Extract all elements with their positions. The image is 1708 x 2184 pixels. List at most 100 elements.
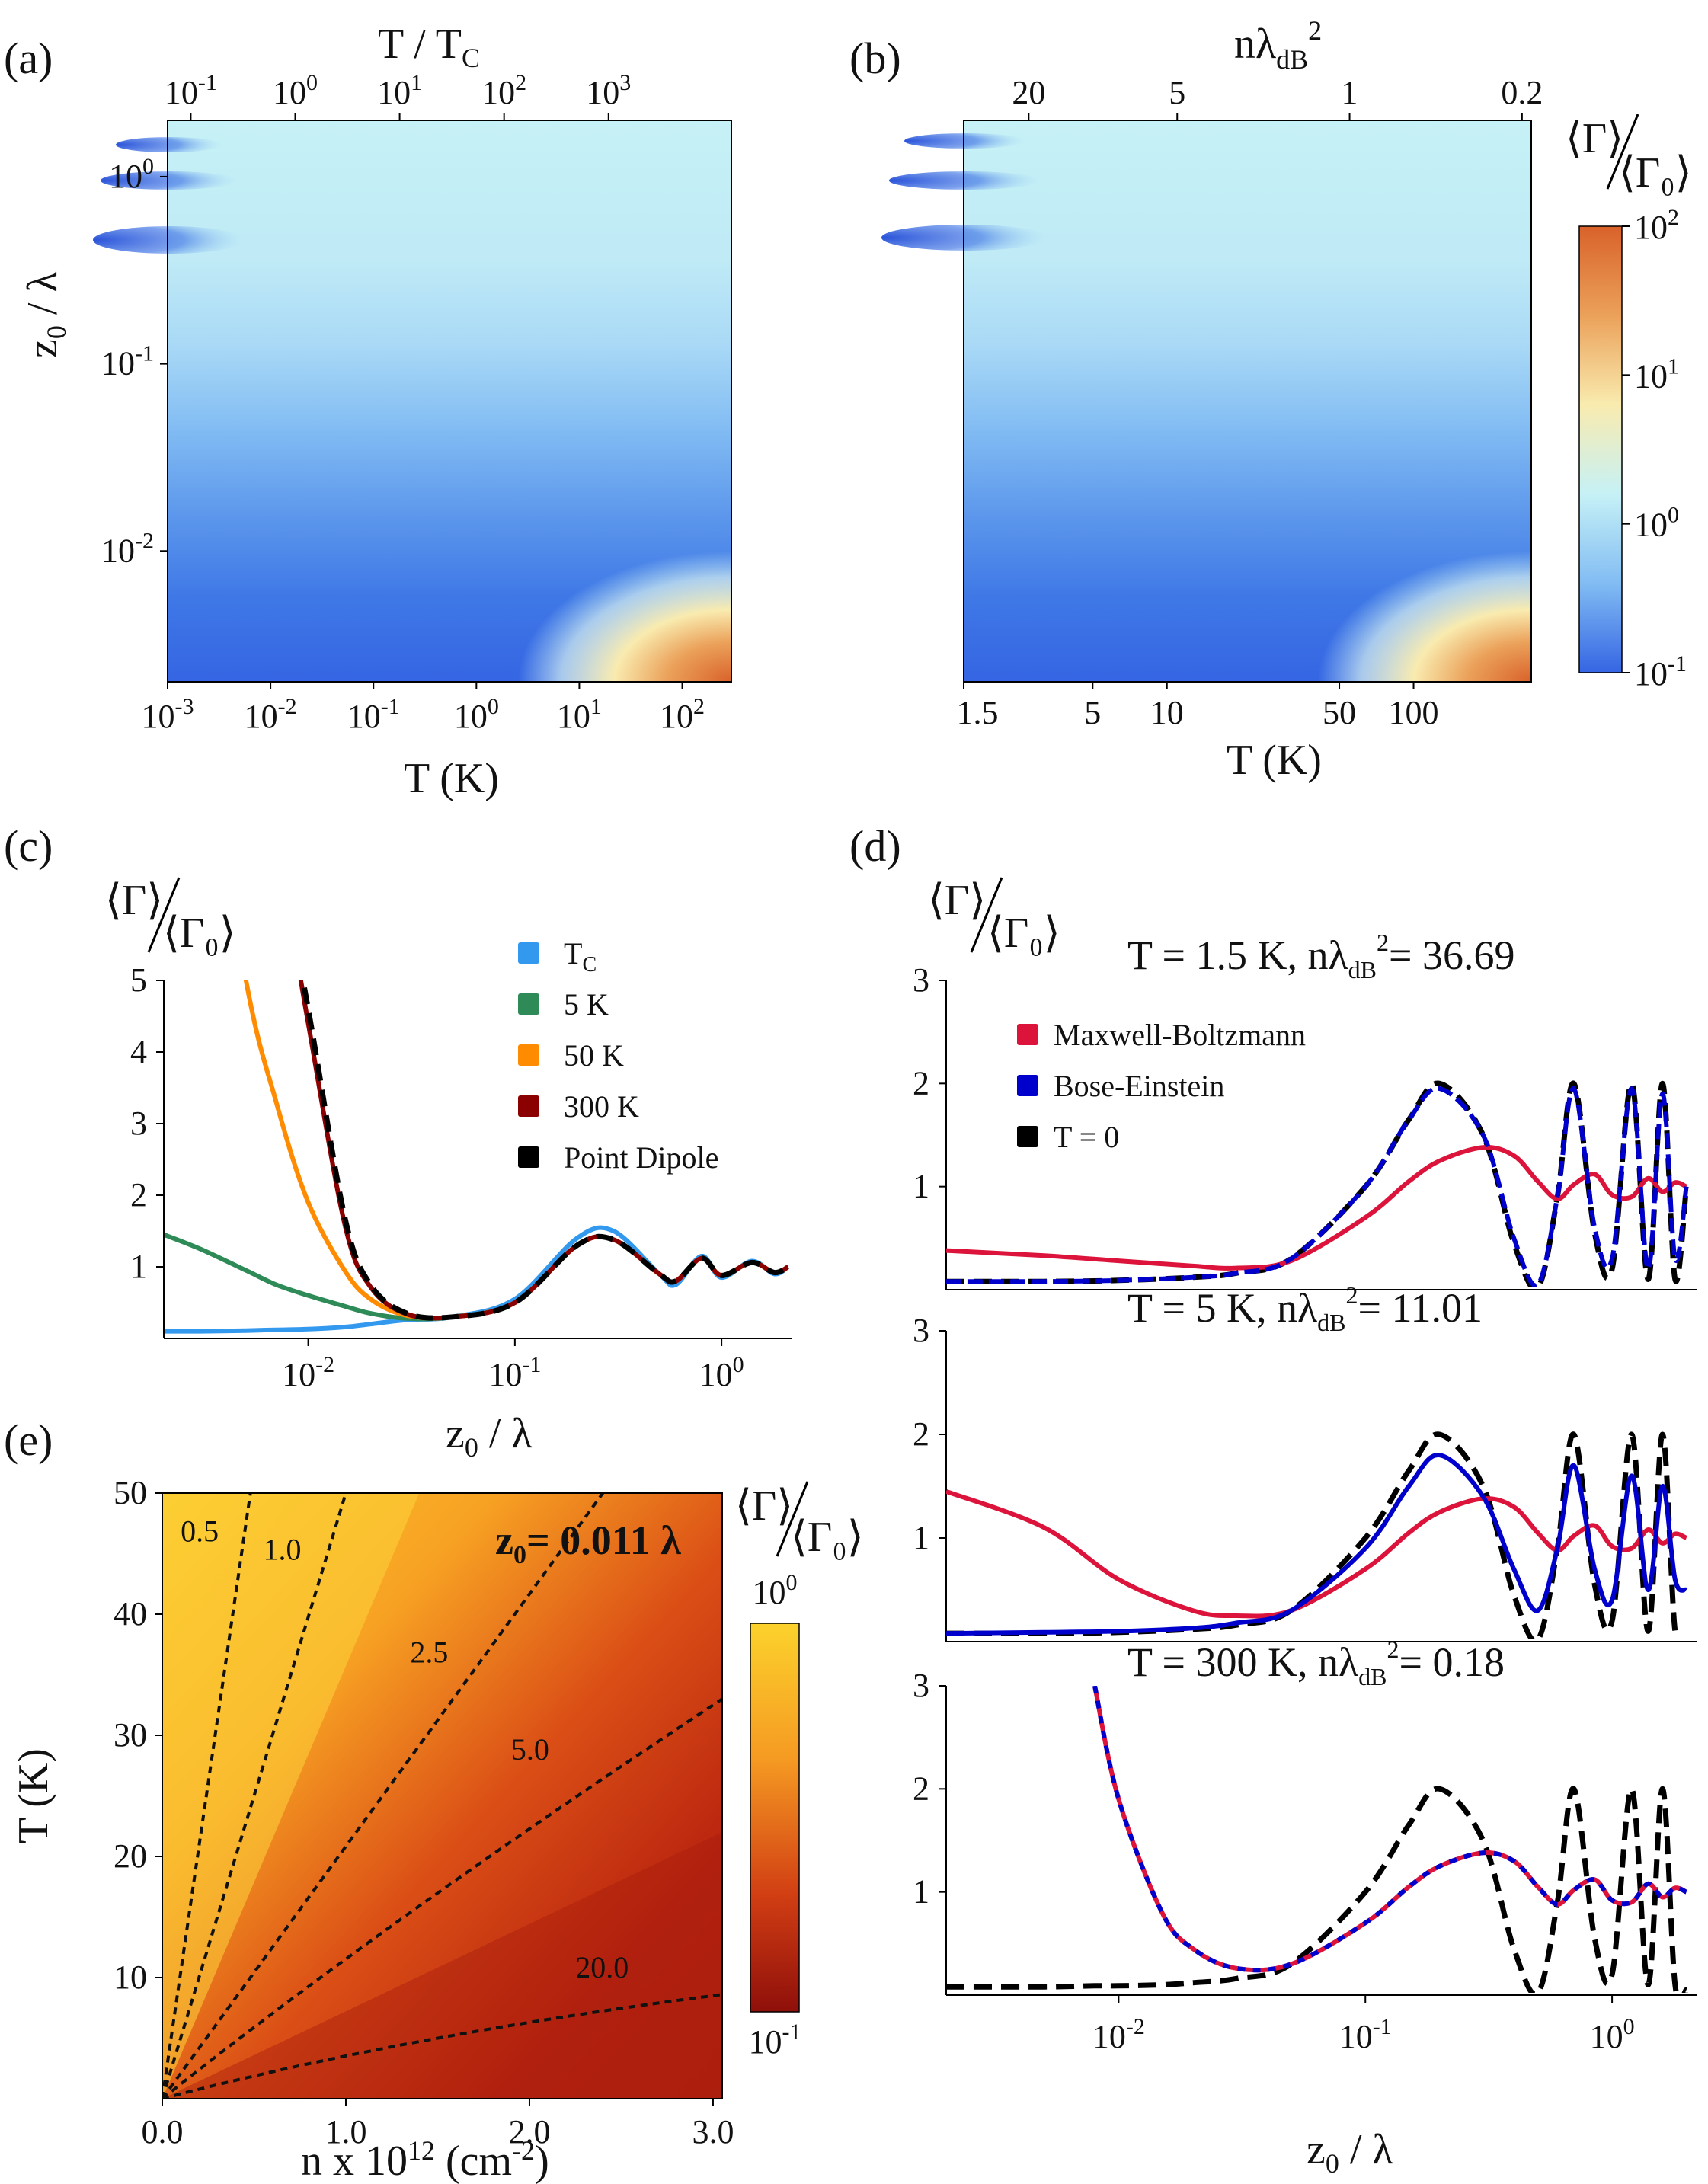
contour-label: 5.0 — [511, 1732, 549, 1767]
tick-label: 1 — [1342, 74, 1358, 111]
tick-label: 102 — [660, 694, 705, 735]
panel-d-ylabel-denominator: ⟨Γ₀⟩ — [987, 910, 1060, 957]
panel-b-colorbar: ⟨Γ⟩ ⟨Γ₀⟩ 102 101 100 10-1 — [1566, 114, 1692, 692]
panel-e: (e) 0.5 1.0 2.5 5.0 20.0 z0= 0.011 λ 50 40 30 2… — [4, 1415, 864, 2184]
colorbar-tick-label: 10-1 — [1634, 651, 1687, 692]
tick-label: 103 — [586, 70, 631, 111]
tick-label: 2 — [913, 1415, 929, 1453]
heatmap-hot-region — [427, 495, 731, 682]
colorbar-label-denominator: ⟨Γ₀⟩ — [1619, 149, 1692, 197]
legend-label: Bose-Einstein — [1054, 1069, 1224, 1103]
series-line-maxwell-boltzmann — [1092, 1686, 1687, 1973]
heatmap-bright-region — [162, 1493, 420, 2099]
panel-c-ylabel-denominator: ⟨Γ₀⟩ — [163, 910, 236, 957]
panel-d-label: (d) — [849, 821, 901, 871]
tick-label: 5 — [130, 961, 147, 999]
contour-line — [162, 1493, 604, 2099]
legend-entry: Bose-Einstein — [1017, 1069, 1224, 1103]
tick-label: 0.0 — [142, 2113, 184, 2150]
tick-label: 100 — [1389, 694, 1439, 731]
tick-label: 10-1 — [1339, 2014, 1392, 2055]
colorbar-label-numerator: ⟨Γ⟩ — [1566, 115, 1623, 162]
legend-swatch — [518, 942, 539, 964]
colorbar-scale — [750, 1623, 800, 2013]
tick-label: 2 — [130, 1176, 147, 1214]
legend-swatch — [518, 1146, 539, 1168]
series-line-point-dipole — [300, 980, 790, 1321]
series-line-maxwell-boltzmann — [946, 1489, 1687, 1619]
contour-label: 20.0 — [575, 1950, 629, 1984]
contour-label: 0.5 — [181, 1514, 219, 1549]
panel-a: (a) T / TC 10-1 100 101 102 103 10-3 10-2 10-1… — [4, 21, 732, 802]
tick-label: 102 — [481, 70, 526, 111]
tick-label: 1.0 — [325, 2113, 366, 2150]
legend-label: Maxwell-Boltzmann — [1054, 1018, 1306, 1052]
panel-c-legend: TC 5 K 50 K 300 K Point Dipole — [518, 936, 718, 1175]
tick-label: 10-1 — [347, 694, 400, 735]
panel-c-label: (c) — [4, 821, 53, 871]
heatmap-minimum-band — [116, 137, 222, 152]
legend-swatch — [518, 1044, 539, 1066]
series-line-bose-einstein — [1092, 1686, 1687, 1973]
heatmap-minimum-band — [904, 133, 1026, 149]
legend-entry: 50 K — [518, 1038, 624, 1073]
colorbar-tick-label: 102 — [1634, 205, 1679, 246]
tick-label: 2.0 — [508, 2113, 550, 2150]
panel-a-y-ticks: 100 10-1 10-2 — [101, 154, 168, 569]
tick-label: 101 — [377, 70, 422, 111]
tick-label: 10 — [114, 1959, 147, 1996]
tick-label: 10-2 — [245, 694, 297, 735]
series-line-5-k — [164, 1232, 789, 1322]
series-line-t-0 — [946, 1786, 1690, 1993]
tick-label: 1 — [913, 1519, 929, 1556]
colorbar-label-numerator: ⟨Γ⟩ — [735, 1482, 793, 1530]
legend-entry: TC — [518, 936, 597, 977]
panel-d-xlabel: z0 / λ — [1307, 2126, 1393, 2179]
heatmap-minimum-band — [93, 226, 245, 254]
tick-label: 3 — [913, 1667, 929, 1704]
panel-d-subplots: 3 2 1 T = 1.5 K, nλdB2= 36.69 3 2 1 T = 5 K, nλ… — [913, 929, 1697, 1996]
panel-b-top-axis-label: nλdB2 — [1234, 15, 1322, 75]
heatmap-minimum-band — [881, 225, 1049, 251]
tick-label: 10 — [1150, 694, 1184, 731]
tick-label: 3 — [913, 1312, 929, 1349]
panel-e-contours: 0.5 1.0 2.5 5.0 20.0 — [162, 1493, 722, 2099]
tick-label: 100 — [273, 70, 318, 111]
panel-d-legend: Maxwell-Boltzmann Bose-Einstein T = 0 — [1017, 1018, 1306, 1154]
panel-e-ylabel: T (K) — [10, 1748, 57, 1843]
panel-b: (b) nλdB2 20 5 1 0.2 1.5 5 10 50 100 T (K) ⟨Γ⟩ … — [849, 15, 1692, 784]
tick-label: 3 — [130, 1105, 147, 1142]
panel-c-plot — [164, 980, 790, 1334]
panel-a-heatmap — [93, 120, 732, 683]
subplot-title: T = 1.5 K, nλdB2= 36.69 — [1127, 929, 1514, 983]
tick-label: 1 — [913, 1873, 929, 1911]
panel-b-bottom-ticks: 1.5 5 10 50 100 — [957, 682, 1439, 731]
legend-swatch — [1017, 1126, 1038, 1147]
panel-c-ylabel-numerator: ⟨Γ⟩ — [105, 877, 163, 924]
contour-label: 2.5 — [410, 1636, 448, 1670]
panel-d-x-ticks: 10-2 10-1 100 — [1092, 1995, 1635, 2055]
tick-label: 101 — [557, 694, 602, 735]
tick-label: 1 — [130, 1248, 147, 1285]
panel-a-xlabel: T (K) — [404, 755, 499, 802]
legend-label: T = 0 — [1054, 1120, 1119, 1154]
tick-label: 4 — [130, 1033, 147, 1070]
legend-entry: T = 0 — [1017, 1120, 1119, 1154]
panel-e-label: (e) — [4, 1415, 53, 1465]
tick-label: 30 — [114, 1716, 147, 1754]
tick-label: 0.2 — [1501, 74, 1543, 111]
tick-label: 1 — [913, 1168, 929, 1205]
legend-entry: Point Dipole — [518, 1140, 718, 1175]
panel-b-xlabel: T (K) — [1227, 737, 1322, 784]
series-line-bose-einstein — [946, 1453, 1688, 1636]
legend-label: 300 K — [564, 1089, 639, 1124]
legend-swatch — [1017, 1024, 1038, 1045]
legend-entry: 300 K — [518, 1089, 639, 1124]
contour-line — [162, 1493, 347, 2099]
panel-c: (c) ⟨Γ⟩ ⟨Γ₀⟩ 5 4 3 2 1 10-2 10-1 100 z0 / λ TC… — [4, 821, 792, 1463]
tick-label: 100 — [699, 1352, 744, 1393]
subplot-title: T = 5 K, nλdB2= 11.01 — [1127, 1281, 1483, 1336]
subplot-2: 3 2 1 T = 5 K, nλdB2= 11.01 — [913, 1281, 1697, 1642]
